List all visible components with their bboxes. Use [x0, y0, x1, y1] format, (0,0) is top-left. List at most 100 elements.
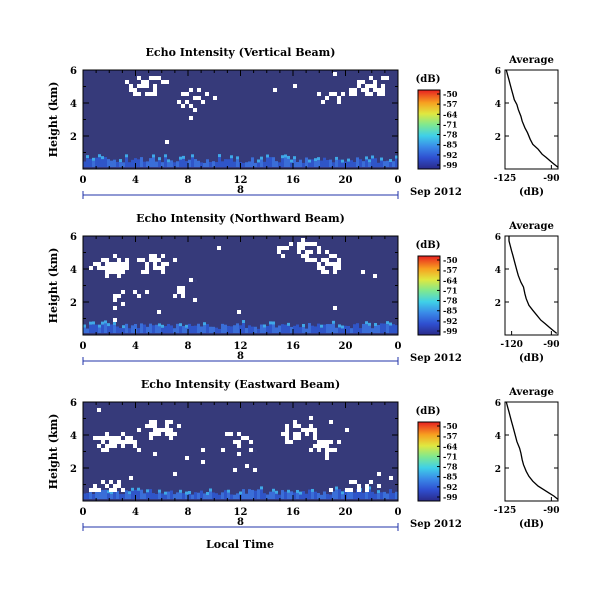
- missing-pixel: [89, 488, 93, 492]
- echo-cell: [194, 159, 197, 167]
- missing-pixel: [113, 436, 117, 440]
- echo-cell: [89, 158, 92, 167]
- echo-cell: [98, 154, 101, 158]
- echo-cell: [341, 491, 344, 495]
- missing-pixel: [165, 262, 169, 266]
- colorbar-unit: (dB): [416, 74, 441, 85]
- echo-cell: [386, 493, 389, 499]
- missing-pixel: [125, 440, 129, 444]
- missing-pixel: [169, 428, 173, 432]
- echo-cell: [227, 159, 230, 167]
- missing-pixel: [121, 302, 125, 306]
- echo-cell: [125, 157, 128, 167]
- missing-pixel: [237, 444, 241, 448]
- echo-cell: [317, 323, 320, 333]
- missing-pixel: [369, 480, 373, 484]
- missing-pixel: [137, 428, 141, 432]
- echo-cell: [173, 328, 176, 333]
- echo-cell: [269, 324, 272, 333]
- missing-pixel: [349, 480, 353, 484]
- echo-cell: [209, 326, 212, 333]
- echo-cell: [92, 160, 95, 167]
- echo-cell: [89, 490, 92, 499]
- y-tick-label: 4: [70, 99, 77, 110]
- echo-cell: [239, 491, 242, 495]
- missing-pixel: [205, 92, 209, 96]
- echo-cell: [95, 324, 98, 333]
- missing-pixel: [137, 294, 141, 298]
- missing-pixel: [305, 250, 309, 254]
- echo-cell: [143, 324, 146, 333]
- missing-pixel: [169, 436, 173, 440]
- echo-cell: [233, 161, 236, 167]
- missing-pixel: [109, 266, 113, 270]
- missing-pixel: [141, 270, 145, 274]
- missing-pixel: [369, 92, 373, 96]
- panel-title: Echo Intensity (Northward Beam): [136, 212, 345, 225]
- echo-cell: [215, 493, 218, 499]
- missing-pixel: [173, 294, 177, 298]
- echo-cell: [218, 154, 221, 158]
- echo-cell: [122, 325, 125, 329]
- echo-cell: [395, 158, 398, 167]
- echo-cell: [272, 491, 275, 499]
- missing-pixel: [177, 424, 181, 428]
- echo-cell: [263, 324, 266, 328]
- missing-pixel: [105, 274, 109, 278]
- echo-cell: [368, 325, 371, 333]
- echo-cell: [218, 494, 221, 499]
- echo-cell: [383, 323, 386, 333]
- echo-cell: [386, 321, 389, 325]
- colorbar-tick-label: -85: [443, 140, 457, 150]
- missing-pixel: [137, 448, 141, 452]
- echo-cell: [335, 159, 338, 167]
- echo-cell: [188, 159, 191, 167]
- echo-cell: [188, 491, 191, 495]
- profile-y-tick-label: 2: [495, 133, 501, 143]
- echo-cell: [215, 162, 218, 167]
- echo-cell: [281, 490, 284, 499]
- missing-pixel: [125, 266, 129, 270]
- echo-cell: [311, 159, 314, 167]
- missing-pixel: [233, 468, 237, 472]
- echo-cell: [278, 325, 281, 333]
- missing-pixel: [193, 298, 197, 302]
- echo-cell: [155, 493, 158, 499]
- missing-pixel: [113, 270, 117, 274]
- colorbar: [417, 255, 441, 336]
- echo-cell: [203, 322, 206, 326]
- missing-pixel: [125, 258, 129, 262]
- echo-cell: [179, 492, 182, 499]
- echo-cell: [128, 491, 131, 495]
- missing-pixel: [353, 480, 357, 484]
- profile-x-label: (dB): [519, 187, 544, 198]
- echo-cell: [317, 160, 320, 167]
- echo-cell: [131, 159, 134, 167]
- missing-pixel: [161, 428, 165, 432]
- echo-cell: [326, 159, 329, 167]
- missing-pixel: [173, 472, 177, 476]
- missing-pixel: [113, 484, 117, 488]
- echo-cell: [314, 491, 317, 499]
- missing-pixel: [313, 436, 317, 440]
- missing-pixel: [121, 262, 125, 266]
- echo-cell: [179, 326, 182, 333]
- profile-y-tick-label: 6: [495, 399, 501, 409]
- echo-cell: [182, 155, 185, 159]
- echo-cell: [227, 492, 230, 499]
- echo-cell: [347, 325, 350, 333]
- missing-pixel: [381, 76, 385, 80]
- echo-cell: [266, 494, 269, 499]
- echo-cell: [236, 159, 239, 167]
- echo-cell: [149, 158, 152, 167]
- missing-pixel: [305, 432, 309, 436]
- echo-cell: [365, 156, 368, 160]
- missing-pixel: [169, 432, 173, 436]
- echo-cell: [254, 326, 257, 333]
- echo-cell: [377, 162, 380, 167]
- colorbar-tick-label: -50: [443, 255, 458, 265]
- missing-pixel: [169, 420, 173, 424]
- x-tick-label: 0: [395, 175, 402, 186]
- x-tick-label: 4: [132, 175, 139, 186]
- missing-pixel: [245, 436, 249, 440]
